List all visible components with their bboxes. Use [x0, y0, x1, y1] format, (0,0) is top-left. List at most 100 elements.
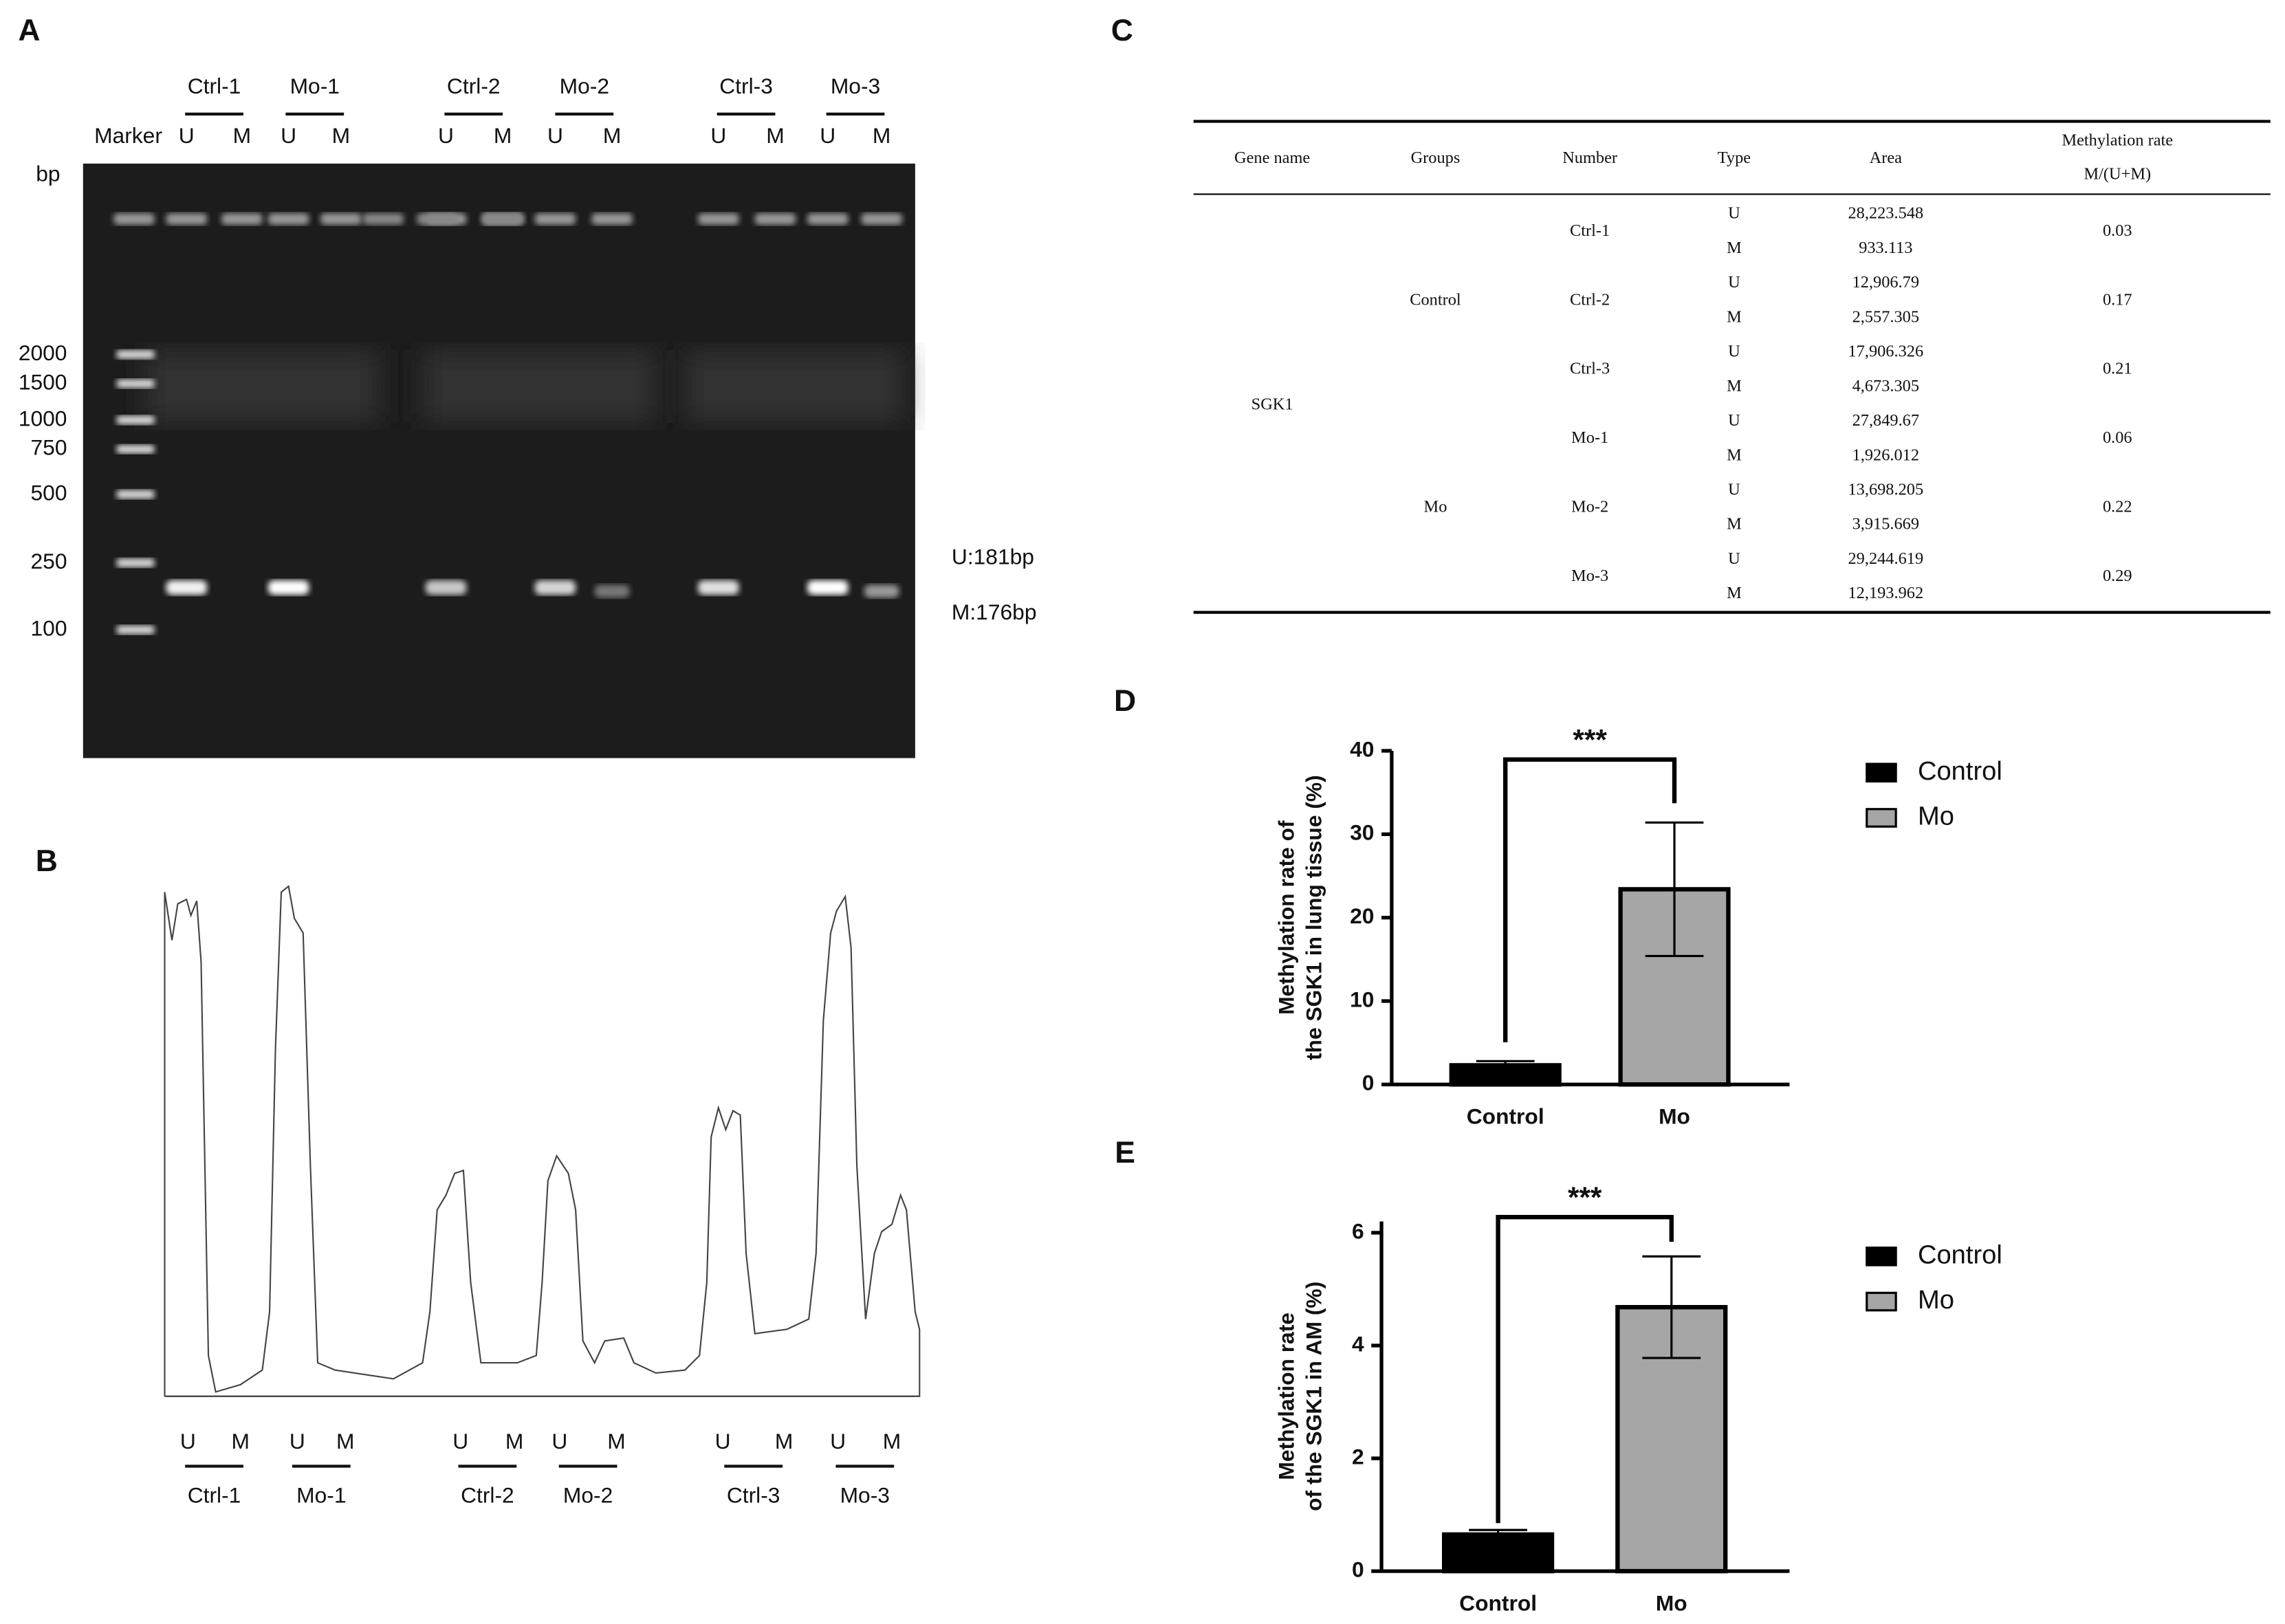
- well: [861, 212, 902, 225]
- unit-label: bp: [36, 161, 60, 186]
- trace-type-label: M: [231, 1429, 249, 1453]
- significance-label: ***: [1573, 723, 1607, 756]
- lane-type-label: M: [873, 123, 890, 148]
- band: [166, 580, 207, 595]
- lane-type-label: M: [494, 123, 512, 148]
- table-cell: U: [1728, 273, 1740, 292]
- lane-type-label: M: [233, 123, 251, 148]
- table-cell: M: [1727, 307, 1742, 326]
- marker-band: [116, 379, 155, 388]
- band-label: M:176bp: [952, 600, 1037, 624]
- y-axis-label-line: of the SGK1 in AM (%): [1302, 1282, 1326, 1511]
- table-cell: U: [1728, 342, 1740, 361]
- x-tick-label: Control: [1459, 1590, 1537, 1615]
- table-cell: Ctrl-1: [1570, 221, 1610, 240]
- trace-group-label: Mo-3: [840, 1482, 890, 1507]
- band: [594, 584, 630, 598]
- y-tick-label: 6: [1352, 1218, 1364, 1243]
- lane-type-label: U: [179, 123, 195, 148]
- table-cell: U: [1728, 481, 1740, 499]
- band: [534, 580, 576, 595]
- table-cell: 0.21: [2103, 360, 2132, 378]
- trace-type-label: U: [452, 1429, 468, 1453]
- table-header: Gene name: [1234, 149, 1310, 167]
- table-cell: 4,673.305: [1852, 377, 1919, 395]
- y-tick-label: 20: [1350, 903, 1374, 928]
- well: [362, 212, 404, 225]
- table-header: Groups: [1411, 149, 1461, 167]
- well: [267, 212, 309, 225]
- marker-band: [116, 490, 155, 499]
- gel-image: [83, 163, 915, 758]
- table-cell: 3,915.669: [1852, 515, 1919, 534]
- y-axis-label: Methylation rate of the SGK1 in lung tiss…: [1274, 775, 1326, 1060]
- well: [807, 212, 849, 225]
- table-header: Number: [1562, 149, 1617, 167]
- marker-size: 1000: [19, 406, 67, 430]
- band-label: U:181bp: [952, 545, 1034, 569]
- lane-type-label: U: [820, 123, 835, 148]
- band: [425, 580, 467, 595]
- trace-group-label: Ctrl-3: [727, 1482, 780, 1507]
- band: [698, 580, 739, 595]
- table-cell: 27,849.67: [1852, 411, 1919, 430]
- well: [482, 212, 523, 225]
- trace-type-label: M: [607, 1429, 625, 1453]
- panel-label: C: [1111, 14, 1133, 47]
- panel-label: A: [18, 14, 40, 47]
- marker-size: 750: [30, 435, 67, 460]
- legend-swatch: [1866, 762, 1897, 783]
- legend-swatch: [1866, 1247, 1897, 1266]
- lane-group-label: Ctrl-3: [719, 74, 773, 98]
- trace-group-label: Mo-1: [296, 1482, 346, 1507]
- lane-group-label: Ctrl-1: [188, 74, 241, 98]
- trace-type-label: M: [883, 1429, 901, 1453]
- marker-size: 2000: [19, 340, 67, 365]
- table-cell: Mo-1: [1571, 428, 1608, 447]
- trace-type-label: U: [830, 1429, 846, 1453]
- table-cell: 2,557.305: [1852, 307, 1919, 326]
- lane-type-label: U: [547, 123, 563, 148]
- table-cell: 933.113: [1859, 239, 1912, 257]
- marker-band: [116, 558, 155, 567]
- table-cell: SGK1: [1251, 395, 1293, 413]
- densitometry-trace: [164, 885, 921, 1397]
- band: [807, 580, 849, 595]
- well: [320, 212, 362, 225]
- marker-well: [113, 212, 155, 225]
- table-cell: U: [1728, 411, 1740, 430]
- lane-type-label: M: [332, 123, 350, 148]
- trace-group-label: Ctrl-2: [461, 1482, 514, 1507]
- lane-type-label: M: [766, 123, 784, 148]
- table-cell: Ctrl-2: [1570, 290, 1610, 309]
- table-header: Type: [1718, 149, 1751, 167]
- table-cell: 0.29: [2103, 567, 2132, 585]
- table-cell: M: [1727, 446, 1742, 464]
- well: [166, 212, 207, 225]
- marker-size: 1500: [19, 369, 67, 394]
- trace-type-label: U: [551, 1429, 567, 1453]
- trace-type-label: M: [336, 1429, 354, 1453]
- table-cell: M: [1727, 377, 1742, 395]
- well: [754, 212, 796, 225]
- x-tick-label: Control: [1467, 1104, 1544, 1128]
- error-bar: [1469, 1528, 1527, 1540]
- y-tick-label: 0: [1362, 1071, 1375, 1095]
- band: [267, 580, 309, 595]
- well: [698, 212, 739, 225]
- trace-type-label: M: [505, 1429, 523, 1453]
- y-axis-label-line: the SGK1 in lung tissue (%): [1302, 775, 1326, 1060]
- marker-size: 500: [30, 480, 67, 505]
- table-cell: 0.03: [2103, 221, 2132, 240]
- legend-label: Mo: [1918, 1285, 1954, 1315]
- legend-swatch: [1866, 1291, 1897, 1312]
- marker-size: 250: [30, 549, 67, 573]
- lane-group-label: Ctrl-2: [447, 74, 501, 98]
- table-cell: 17,906.326: [1848, 342, 1924, 361]
- lane-type-label: U: [710, 123, 726, 148]
- marker-band: [116, 415, 155, 425]
- table-cell: 1,926.012: [1852, 446, 1919, 464]
- lane-type-label: U: [281, 123, 296, 148]
- legend-swatch: [1866, 808, 1897, 828]
- table-header: Methylation rate: [2062, 131, 2173, 150]
